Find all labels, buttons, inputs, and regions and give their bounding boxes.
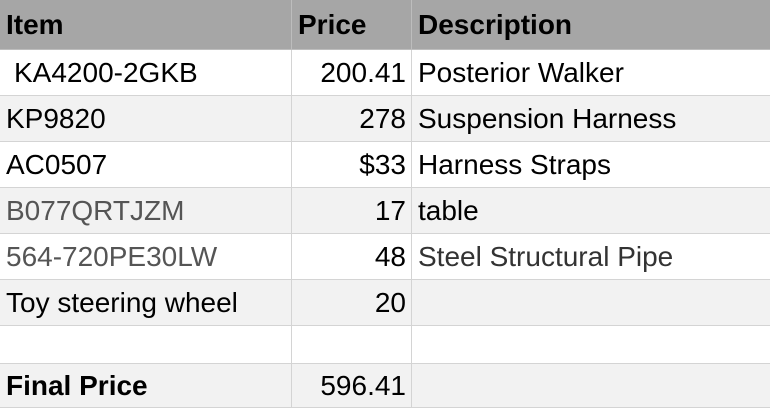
header-item[interactable]: Item: [0, 0, 292, 50]
item-cell[interactable]: KP9820: [0, 96, 292, 142]
item-cell[interactable]: [0, 326, 292, 364]
description-cell[interactable]: Posterior Walker: [412, 50, 770, 96]
description-cell[interactable]: Steel Structural Pipe: [412, 234, 770, 280]
description-cell[interactable]: [412, 280, 770, 326]
price-cell[interactable]: $33: [292, 142, 412, 188]
final-price-label[interactable]: Final Price: [0, 364, 292, 408]
price-cell[interactable]: 20: [292, 280, 412, 326]
description-cell[interactable]: [412, 326, 770, 364]
table-row: KP9820 278 Suspension Harness: [0, 96, 770, 142]
item-cell[interactable]: B077QRTJZM: [0, 188, 292, 234]
header-row: Item Price Description: [0, 0, 770, 50]
table-row: [0, 326, 770, 364]
table-row: AC0507 $33 Harness Straps: [0, 142, 770, 188]
item-cell[interactable]: KA4200-2GKB: [0, 50, 292, 96]
table-row: 564-720PE30LW 48 Steel Structural Pipe: [0, 234, 770, 280]
price-cell[interactable]: [292, 326, 412, 364]
item-cell[interactable]: 564-720PE30LW: [0, 234, 292, 280]
item-cell[interactable]: Toy steering wheel: [0, 280, 292, 326]
price-cell[interactable]: 278: [292, 96, 412, 142]
table-row: Toy steering wheel 20: [0, 280, 770, 326]
description-cell[interactable]: Harness Straps: [412, 142, 770, 188]
total-row: Final Price 596.41: [0, 364, 770, 408]
price-cell[interactable]: 48: [292, 234, 412, 280]
header-price[interactable]: Price: [292, 0, 412, 50]
table-row: B077QRTJZM 17 table: [0, 188, 770, 234]
description-cell[interactable]: table: [412, 188, 770, 234]
item-cell[interactable]: AC0507: [0, 142, 292, 188]
header-description[interactable]: Description: [412, 0, 770, 50]
table-row: KA4200-2GKB 200.41 Posterior Walker: [0, 50, 770, 96]
price-cell[interactable]: 200.41: [292, 50, 412, 96]
price-cell[interactable]: 17: [292, 188, 412, 234]
description-cell[interactable]: Suspension Harness: [412, 96, 770, 142]
total-description-cell[interactable]: [412, 364, 770, 408]
final-price-value[interactable]: 596.41: [292, 364, 412, 408]
